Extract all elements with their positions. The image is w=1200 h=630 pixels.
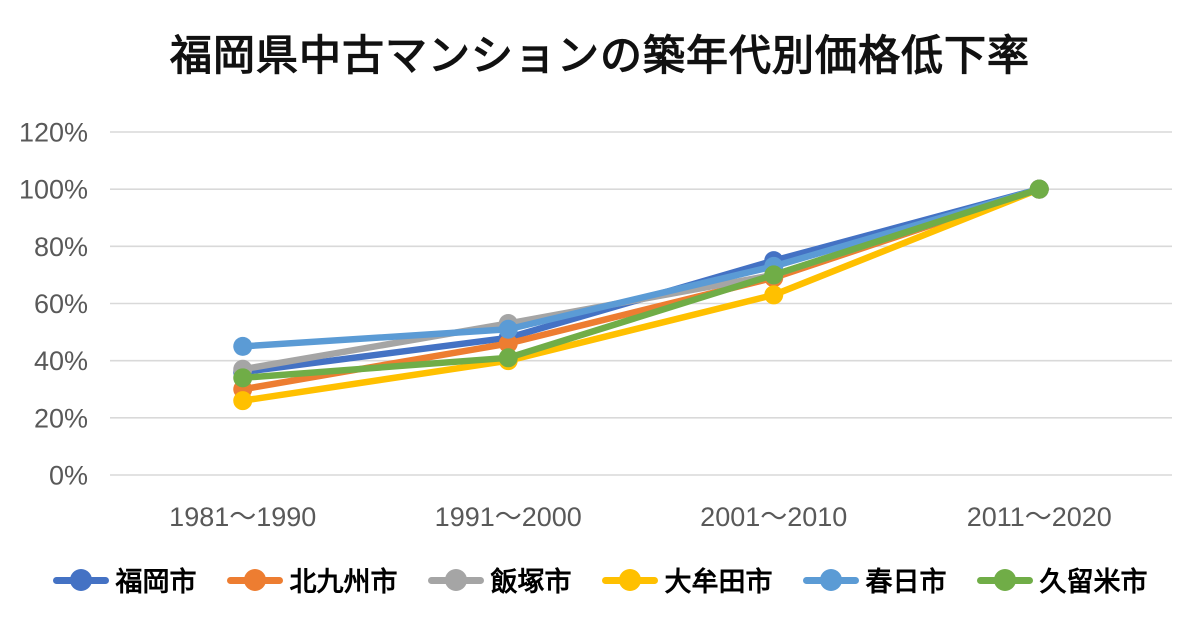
y-tick-label: 60% bbox=[34, 289, 88, 319]
series-line-大牟田市 bbox=[239, 185, 1043, 404]
legend-line-dot-icon bbox=[52, 568, 109, 591]
legend-line-dot-icon bbox=[427, 568, 484, 591]
legend-label: 北九州市 bbox=[289, 567, 398, 597]
x-category-label: 2011〜2020 bbox=[967, 502, 1112, 532]
legend-label: 福岡市 bbox=[115, 567, 197, 597]
data-point-大牟田市 bbox=[764, 285, 784, 305]
legend-item-飯塚市: 飯塚市 bbox=[427, 560, 572, 599]
x-category-label: 1991〜2000 bbox=[435, 502, 582, 532]
data-point-北九州市 bbox=[498, 334, 518, 354]
chart-title: 福岡県中古マンションの築年代別価格低下率 bbox=[169, 32, 1030, 79]
y-tick-label: 100% bbox=[19, 175, 88, 205]
x-category-label: 2001〜2010 bbox=[700, 502, 847, 532]
data-point-大牟田市 bbox=[233, 391, 253, 411]
legend-line-dot-icon bbox=[802, 568, 859, 591]
data-point-久留米市 bbox=[764, 265, 784, 285]
legend-label: 久留米市 bbox=[1039, 567, 1148, 597]
data-point-春日市 bbox=[498, 319, 518, 339]
series-line-久留米市 bbox=[239, 185, 1043, 382]
line-chart-plot: 0% 20% 40% 60% 80% 100% 120% 1981〜1990 1991〜2000… bbox=[19, 118, 1172, 532]
data-point-久留米市 bbox=[233, 368, 253, 388]
y-tick-label: 120% bbox=[19, 118, 88, 148]
y-tick-label: 40% bbox=[34, 346, 88, 376]
data-point-春日市 bbox=[233, 336, 253, 356]
legend-line-dot-icon bbox=[601, 568, 658, 591]
legend-item-北九州市: 北九州市 bbox=[226, 560, 398, 599]
data-point-久留米市 bbox=[1029, 179, 1049, 199]
legend-item-大牟田市: 大牟田市 bbox=[601, 560, 773, 599]
y-tick-label: 0% bbox=[49, 461, 88, 491]
chart-legend: 福岡市 北九州市 飯塚市 大牟田市 春日市 久留米市 bbox=[0, 560, 1200, 599]
y-tick-label: 80% bbox=[34, 232, 88, 262]
x-category-label: 1981〜1990 bbox=[169, 502, 316, 532]
legend-label: 飯塚市 bbox=[490, 567, 572, 597]
legend-item-福岡市: 福岡市 bbox=[52, 560, 197, 599]
data-point-久留米市 bbox=[498, 348, 518, 368]
legend-line-dot-icon bbox=[976, 568, 1033, 591]
legend-item-春日市: 春日市 bbox=[802, 560, 947, 599]
series-line-福岡市 bbox=[239, 185, 1043, 376]
series-line-春日市 bbox=[239, 185, 1043, 350]
legend-item-久留米市: 久留米市 bbox=[976, 560, 1148, 599]
legend-label: 大牟田市 bbox=[664, 567, 773, 597]
legend-label: 春日市 bbox=[865, 567, 947, 597]
series-line-飯塚市 bbox=[239, 185, 1043, 373]
legend-line-dot-icon bbox=[226, 568, 283, 591]
y-tick-label: 20% bbox=[34, 403, 88, 433]
